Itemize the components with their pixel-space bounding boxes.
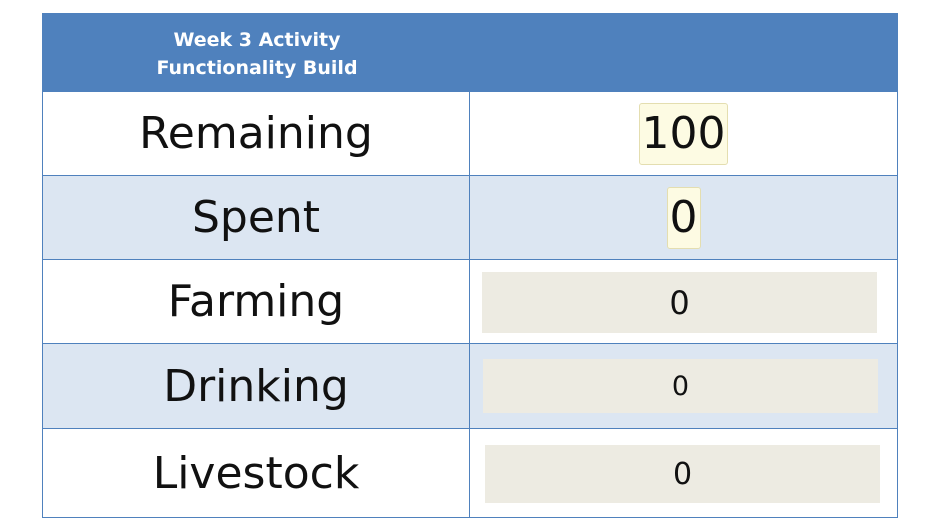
drinking-input[interactable] xyxy=(483,359,878,413)
table-row-spent: Spent 0 xyxy=(43,175,897,259)
spent-label: Spent xyxy=(43,176,470,259)
table-row-livestock: Livestock xyxy=(43,428,897,517)
farming-input[interactable] xyxy=(482,272,877,333)
livestock-input[interactable] xyxy=(485,445,880,503)
page-title: Week 3 Activity Functionality Build xyxy=(43,26,471,82)
remaining-cell: 100 xyxy=(470,92,897,175)
farming-label: Farming xyxy=(43,260,470,343)
table-row-remaining: Remaining 100 xyxy=(43,91,897,175)
table-header: Week 3 Activity Functionality Build xyxy=(43,14,897,92)
table-row-drinking: Drinking xyxy=(43,343,897,428)
spent-cell: 0 xyxy=(470,176,897,259)
remaining-label: Remaining xyxy=(43,92,470,175)
remaining-value: 100 xyxy=(638,102,729,165)
title-line-2: Functionality Build xyxy=(156,57,358,79)
drinking-label: Drinking xyxy=(43,344,470,428)
table-row-farming: Farming xyxy=(43,259,897,343)
spent-value: 0 xyxy=(666,186,701,249)
activity-table: Week 3 Activity Functionality Build Rema… xyxy=(42,13,898,518)
livestock-label: Livestock xyxy=(43,429,470,517)
title-line-1: Week 3 Activity xyxy=(173,29,341,51)
